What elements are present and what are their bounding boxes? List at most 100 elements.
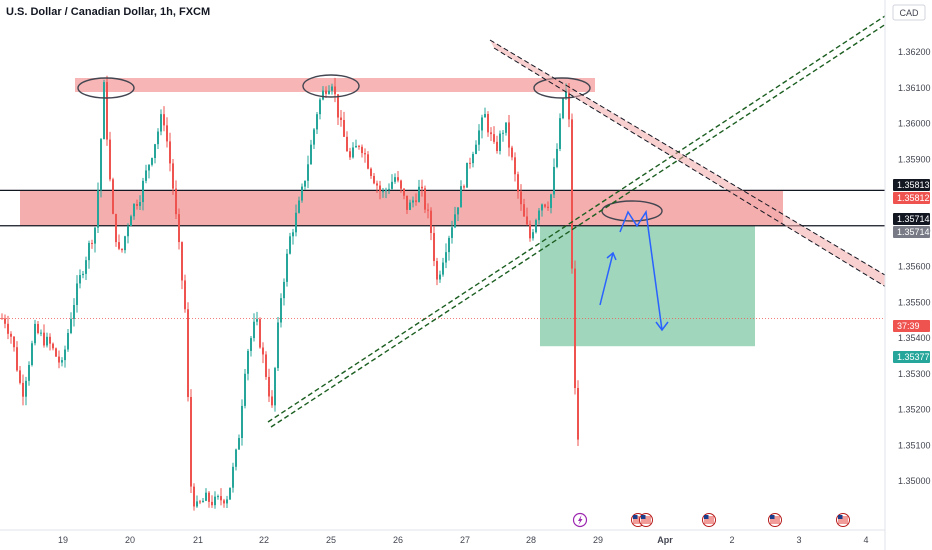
candle (157, 128, 159, 150)
price-label-green: 1.35377 (893, 351, 930, 363)
candle-body (328, 90, 330, 94)
candle-body (316, 114, 318, 130)
candle (292, 228, 294, 245)
candle (142, 177, 144, 211)
candle-body (409, 202, 411, 210)
candle-body (433, 232, 435, 262)
price-label-text: 1.35812 (897, 193, 930, 203)
drawings-layer (77, 13, 893, 428)
flash-event-icon[interactable] (572, 512, 588, 528)
arrow-up-head (606, 251, 617, 261)
candle-body (331, 86, 333, 91)
x-tick-label: 27 (460, 535, 470, 545)
candle (151, 157, 153, 167)
candle (529, 220, 531, 242)
ellipse-marker (302, 74, 360, 98)
candle-body (1, 318, 3, 320)
candle (103, 79, 105, 140)
candle-body (49, 336, 51, 344)
y-tick-label: 1.35500 (898, 297, 931, 307)
candle-body (220, 496, 222, 501)
candle (469, 157, 471, 169)
candle (106, 75, 108, 146)
arrow-down-head (655, 321, 669, 332)
price-label-bg (893, 226, 930, 238)
flag-icon-canton (770, 515, 775, 519)
candle-body (484, 113, 486, 118)
candle-body (115, 213, 117, 243)
price-label-text: 1.35714 (897, 227, 930, 237)
candle-body (490, 132, 492, 135)
candle-body (523, 204, 525, 217)
x-tick-label: 20 (125, 535, 135, 545)
candle (571, 113, 573, 274)
y-tick-label: 1.35000 (898, 476, 931, 486)
candle-body (520, 191, 522, 205)
candle (313, 127, 315, 149)
arrow-up (599, 252, 614, 306)
candle-body (361, 146, 363, 154)
candle-body (25, 380, 27, 397)
us-flag-event-icon[interactable] (702, 513, 716, 527)
x-tick-label: 26 (393, 535, 403, 545)
candle (301, 183, 303, 203)
candle (121, 248, 123, 253)
candle (286, 249, 288, 287)
price-label-text: 1.35813 (897, 180, 930, 190)
candle-body (247, 350, 249, 374)
candle-body (31, 343, 33, 365)
candle (493, 126, 495, 144)
candle-body (439, 274, 441, 280)
candle (73, 298, 75, 327)
candle (43, 324, 45, 348)
currency-button-label: CAD (899, 8, 919, 18)
candle (526, 207, 528, 226)
candle-body (184, 280, 186, 310)
x-tick-label: 21 (193, 535, 203, 545)
candle-body (43, 332, 45, 346)
candle (19, 366, 21, 385)
candle-body (283, 281, 285, 299)
candle-body (400, 180, 402, 189)
candle-body (193, 486, 195, 507)
candle (577, 380, 579, 447)
candle-body (133, 203, 135, 217)
candle-body (466, 162, 468, 188)
us-flag-event-icon[interactable] (768, 513, 782, 527)
candle-body (370, 168, 372, 176)
candle-body (541, 204, 543, 211)
candle-body (562, 98, 564, 119)
candle (139, 195, 141, 210)
us-flag-event-icon[interactable] (639, 513, 653, 527)
candle (376, 180, 378, 193)
candle-body (250, 338, 252, 351)
candle-body (73, 304, 75, 319)
candle (226, 495, 228, 508)
candle (433, 225, 435, 267)
candle-body (304, 180, 306, 187)
trendline-channel-upper (270, 19, 893, 428)
candle-body (46, 336, 48, 346)
candle (220, 488, 222, 506)
candle-body (394, 177, 396, 182)
currency-button[interactable]: CAD (892, 4, 926, 21)
candle-body (91, 242, 93, 244)
candle (391, 174, 393, 190)
us-flag-event-icon[interactable] (836, 513, 850, 527)
candle-body (259, 319, 261, 348)
candle-body (478, 130, 480, 145)
candle-body (175, 188, 177, 215)
y-tick-label: 1.35200 (898, 405, 931, 415)
candle-body (112, 179, 114, 214)
candle (199, 499, 201, 505)
candle-body (472, 153, 474, 164)
y-tick-label: 1.35900 (898, 154, 931, 164)
candle-body (487, 113, 489, 133)
candle-body (493, 134, 495, 142)
candle (553, 158, 555, 199)
candle-body (262, 347, 264, 355)
candle-body (37, 323, 39, 334)
candle-body (55, 348, 57, 357)
candle (235, 448, 237, 471)
